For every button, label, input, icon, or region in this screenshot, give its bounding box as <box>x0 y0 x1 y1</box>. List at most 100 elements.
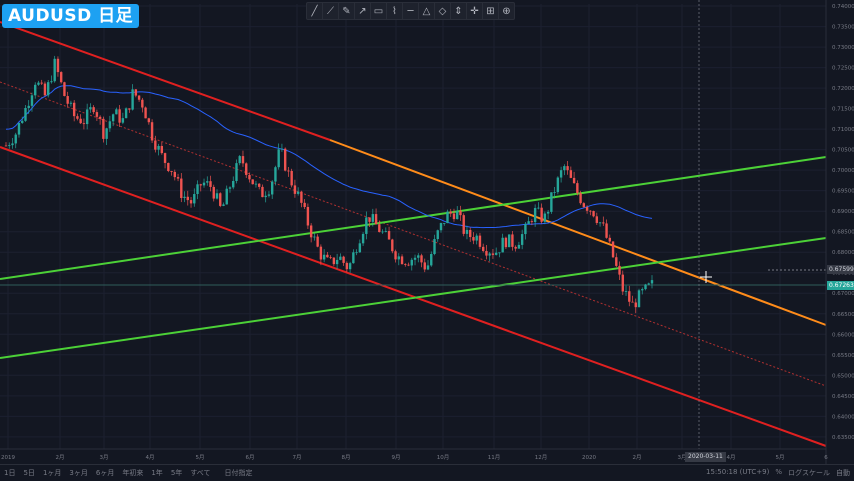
candle-body <box>189 200 193 204</box>
x-tick-label: 6月 <box>246 454 255 461</box>
candle-body <box>280 148 284 150</box>
pattern-icon[interactable]: ◇ <box>435 3 451 19</box>
candle-body <box>157 145 160 150</box>
candle-body <box>254 183 258 185</box>
auto-scale-toggle[interactable]: 自動 <box>836 469 850 477</box>
candle-body <box>498 252 501 254</box>
candle-body <box>296 191 300 194</box>
range-all[interactable]: すべて <box>190 469 211 477</box>
candle-body <box>533 207 537 223</box>
candle-body <box>618 265 621 275</box>
range-6m[interactable]: 6ヶ月 <box>95 469 115 477</box>
x-tick-label: 4月 <box>146 454 155 461</box>
crosshair-icon[interactable]: ✛ <box>467 3 483 19</box>
candle-body <box>615 257 618 266</box>
candle-body <box>488 253 491 256</box>
x-tick-label: 5月 <box>196 454 205 461</box>
x-tick-label: 3月 <box>678 454 687 461</box>
path-icon[interactable]: ⌇ <box>387 3 403 19</box>
candle-body <box>105 128 108 139</box>
candle-body <box>47 82 50 96</box>
rectangle-icon[interactable]: ▭ <box>371 3 387 19</box>
y-tick-label: 0.71000 <box>832 127 854 133</box>
candle-body <box>647 283 650 285</box>
candle-body <box>212 186 215 199</box>
candle-body <box>79 118 82 124</box>
percent-toggle[interactable]: % <box>775 468 782 476</box>
candle-body <box>59 72 63 83</box>
candle-body <box>150 122 154 141</box>
date-range-button[interactable]: 日付指定 <box>224 469 253 477</box>
brush-icon[interactable]: ✎ <box>339 3 355 19</box>
candle-body <box>465 229 469 234</box>
candle-body <box>303 202 306 207</box>
candle-body <box>348 263 352 270</box>
candle-body <box>352 252 355 264</box>
x-tick-label: 2019 <box>1 455 15 461</box>
price-range-icon[interactable]: ⇕ <box>451 3 467 19</box>
candle-body <box>410 259 413 266</box>
triangle-icon[interactable]: △ <box>419 3 435 19</box>
extended-line-icon[interactable]: ⟋ <box>323 3 339 19</box>
candle-body <box>40 82 43 84</box>
y-tick-label: 0.72500 <box>832 66 854 72</box>
x-tick-label: 3月 <box>100 454 109 461</box>
candle-body <box>494 252 498 255</box>
x-tick-label: 6 <box>824 455 828 461</box>
range-ytd[interactable]: 年初来 <box>122 469 144 477</box>
candle-body <box>329 257 332 259</box>
x-tick-label: 9月 <box>392 454 401 461</box>
candle-body <box>475 235 478 241</box>
candle-body <box>605 223 608 238</box>
candle-body <box>160 145 164 154</box>
lower-red-channel-line <box>0 146 827 447</box>
candle-body <box>144 107 147 119</box>
range-5y[interactable]: 5年 <box>170 469 183 477</box>
measure-icon[interactable]: ⊞ <box>483 3 499 19</box>
log-scale-toggle[interactable]: ログスケール <box>788 469 830 477</box>
range-1y[interactable]: 1年 <box>151 469 163 477</box>
symbol-label: AUDUSD 日足 <box>2 4 140 28</box>
candle-body <box>478 235 482 247</box>
range-3m[interactable]: 3ヶ月 <box>69 469 88 477</box>
candle-body <box>611 241 615 258</box>
candle-body <box>371 214 375 222</box>
candle-body <box>469 229 472 238</box>
range-1d[interactable]: 1日 <box>4 469 16 477</box>
candle-body <box>199 184 202 186</box>
candle-body <box>219 193 222 206</box>
range-5d[interactable]: 5日 <box>23 469 35 477</box>
candle-body <box>589 210 592 212</box>
candle-body <box>306 206 310 226</box>
x-tick-label: 11月 <box>488 454 501 461</box>
horizontal-line-icon[interactable]: ─ <box>403 3 419 19</box>
x-tick-label: 2月 <box>633 454 642 461</box>
x-tick-label: 5月 <box>776 454 785 461</box>
range-1m[interactable]: 1ヶ月 <box>42 469 62 477</box>
candle-body <box>89 107 92 110</box>
cursor-price-tag: 0.67599 <box>827 265 854 274</box>
candle-body <box>637 290 641 308</box>
candle-body <box>501 237 504 253</box>
candle-body <box>582 203 586 207</box>
candle-body <box>316 236 319 247</box>
candle-body <box>141 99 144 108</box>
candle-body <box>339 256 342 260</box>
arrow-icon[interactable]: ↗ <box>355 3 371 19</box>
candle-body <box>449 211 452 214</box>
candle-body <box>426 265 430 270</box>
candle-body <box>413 257 417 260</box>
candle-body <box>355 252 358 254</box>
candle-body <box>17 122 21 135</box>
zoom-icon[interactable]: ⊕ <box>502 5 511 17</box>
candle-body <box>241 156 245 164</box>
candle-body <box>76 116 79 119</box>
candle-body <box>183 196 186 199</box>
candle-body <box>128 108 131 110</box>
candle-body <box>420 255 423 263</box>
candle-body <box>290 170 293 186</box>
candle-body <box>206 181 209 183</box>
trend-line-icon[interactable]: ╱ <box>307 3 323 19</box>
candle-body <box>602 222 605 224</box>
